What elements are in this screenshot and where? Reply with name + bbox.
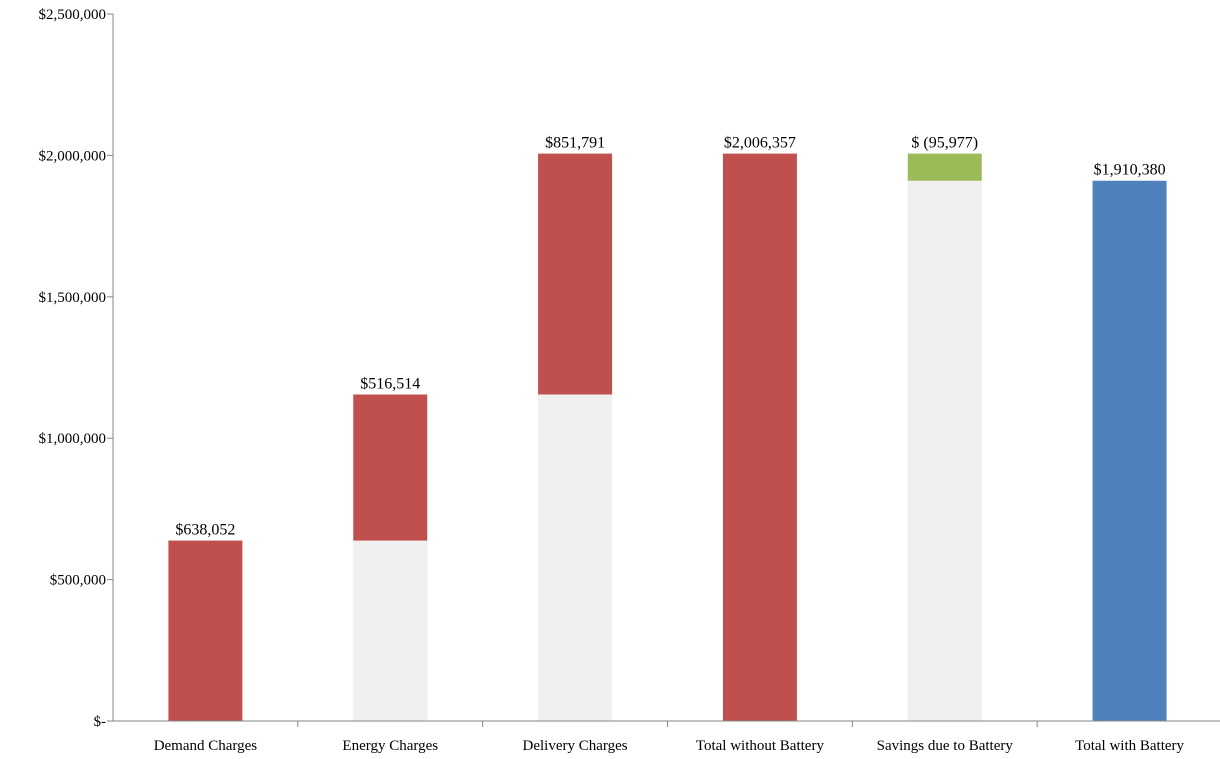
base-segment-5 — [908, 181, 982, 721]
bar-3 — [538, 154, 612, 395]
data-label-1: $638,052 — [175, 522, 235, 539]
data-label-3: $851,791 — [545, 135, 605, 152]
base-segment-2 — [353, 541, 427, 721]
x-tick-label-3: Delivery Charges — [523, 738, 628, 754]
bar-5 — [908, 154, 982, 181]
x-tick-label-6: Total with Battery — [1075, 738, 1184, 754]
bars — [168, 154, 1166, 721]
data-label-4: $2,006,357 — [724, 135, 796, 152]
y-tick-label-4: $1,500,000 — [39, 290, 107, 306]
base-segments — [353, 181, 982, 721]
data-label-5: $ (95,977) — [911, 135, 978, 152]
y-tick-label-6: $2,500,000 — [39, 7, 107, 23]
y-tick-label-1: $- — [94, 714, 107, 730]
bar-1 — [168, 541, 242, 721]
x-tick-label-1: Demand Charges — [154, 738, 258, 754]
axes — [107, 14, 1220, 727]
x-tick-label-5: Savings due to Battery — [877, 738, 1014, 754]
bar-6 — [1093, 181, 1167, 721]
x-tick-label-2: Energy Charges — [342, 738, 438, 754]
bar-4 — [723, 154, 797, 721]
x-tick-label-4: Total without Battery — [696, 738, 825, 754]
base-segment-3 — [538, 394, 612, 721]
y-tick-label-3: $1,000,000 — [39, 431, 107, 447]
y-tick-label-5: $2,000,000 — [39, 148, 107, 164]
data-label-6: $1,910,380 — [1094, 162, 1166, 179]
y-tick-label-2: $500,000 — [50, 573, 106, 589]
bar-2 — [353, 394, 427, 540]
data-label-2: $516,514 — [360, 375, 420, 392]
